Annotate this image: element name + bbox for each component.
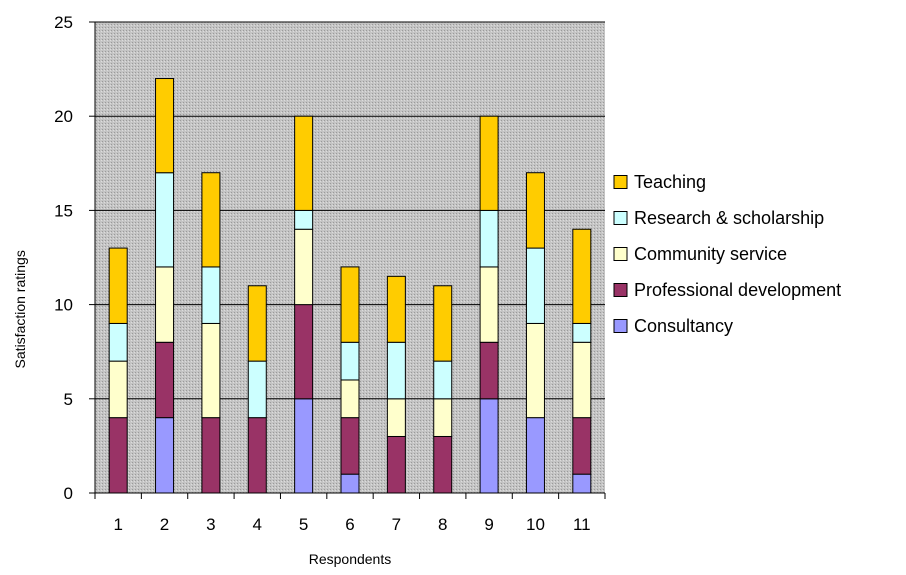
- bar-segment: [479, 209, 499, 268]
- x-tick-label: 11: [573, 515, 591, 534]
- bar-segment: [386, 275, 406, 343]
- bar-segment: [340, 379, 360, 419]
- y-tick-label: 10: [54, 296, 73, 315]
- legend-label: Professional development: [634, 280, 841, 300]
- legend-swatch: [613, 247, 628, 261]
- x-tick-label: 10: [526, 515, 545, 534]
- bar-segment: [525, 322, 545, 419]
- bar-segment: [340, 266, 360, 343]
- x-tick-label: 6: [345, 515, 354, 534]
- bar-segment: [108, 247, 128, 324]
- legend-swatch: [613, 211, 628, 225]
- y-tick-label: 15: [54, 201, 73, 220]
- bar-segment: [247, 417, 267, 494]
- y-tick-label: 0: [64, 484, 73, 503]
- bar-segment: [294, 209, 314, 230]
- bar-segment: [572, 322, 592, 343]
- y-tick-label: 20: [54, 107, 73, 126]
- x-tick-label: 5: [299, 515, 308, 534]
- x-tick-labels: 1 2 3 4 5 6 7 8 9 10 11: [113, 515, 590, 534]
- x-tick-label: 9: [484, 515, 493, 534]
- legend-label: Community service: [634, 244, 787, 264]
- bar-segment: [155, 341, 175, 419]
- y-tick-label: 25: [54, 13, 73, 32]
- legend-label: Teaching: [634, 172, 706, 192]
- bar-segment: [340, 417, 360, 475]
- bar-segment: [108, 417, 128, 494]
- x-axis-title: Respondents: [309, 551, 392, 567]
- legend-label: Consultancy: [634, 316, 733, 336]
- x-tick-label: 7: [392, 515, 401, 534]
- bar-segment: [247, 285, 267, 362]
- axes: [89, 21, 606, 499]
- bar-segment: [433, 435, 453, 494]
- x-tick-label: 8: [438, 515, 447, 534]
- bar-segment: [155, 266, 175, 343]
- bar-segment: [108, 360, 128, 419]
- x-tick-label: 3: [206, 515, 215, 534]
- bar-segment: [525, 247, 545, 324]
- bar-segment: [572, 341, 592, 419]
- bar-segment: [386, 341, 406, 400]
- bar-segment: [155, 172, 175, 268]
- x-tick-label: 2: [160, 515, 169, 534]
- bar-segment: [479, 266, 499, 343]
- bar-segment: [294, 228, 314, 306]
- x-tick-label: 4: [253, 515, 262, 534]
- bar-segment: [433, 398, 453, 437]
- bar-segment: [108, 322, 128, 362]
- bar-segment: [433, 285, 453, 362]
- x-tick-label: 1: [113, 515, 122, 534]
- legend: Teaching Research & scholarship Community …: [613, 172, 841, 336]
- y-tick-labels: 0 5 10 15 20 25: [54, 13, 73, 503]
- legend-swatch: [613, 175, 628, 189]
- legend-swatch: [613, 319, 628, 333]
- bar-segment: [201, 172, 221, 268]
- y-tick-label: 5: [64, 390, 73, 409]
- bar-segment: [479, 341, 499, 400]
- bars: [108, 78, 592, 494]
- legend-label: Research & scholarship: [634, 208, 824, 228]
- bar-segment: [479, 398, 499, 494]
- bar-segment: [572, 228, 592, 324]
- bar-segment: [572, 417, 592, 475]
- legend-swatch: [613, 283, 628, 297]
- bar-segment: [155, 417, 175, 494]
- bar-segment: [201, 322, 221, 419]
- bar-segment: [340, 473, 360, 494]
- bar-segment: [247, 360, 267, 419]
- bar-segment: [386, 398, 406, 437]
- y-axis-title: Satisfaction ratings: [12, 250, 28, 368]
- bar-segment: [386, 435, 406, 494]
- bar-segment: [525, 172, 545, 249]
- bar-segment: [572, 473, 592, 494]
- bar-segment: [155, 78, 175, 174]
- bar-segment: [294, 398, 314, 494]
- bar-segment: [294, 115, 314, 211]
- bar-segment: [479, 115, 499, 211]
- bar-segment: [525, 417, 545, 494]
- bar-segment: [294, 304, 314, 400]
- bar-segment: [433, 360, 453, 400]
- bar-segment: [201, 417, 221, 494]
- bar-segment: [340, 341, 360, 381]
- bar-segment: [201, 266, 221, 324]
